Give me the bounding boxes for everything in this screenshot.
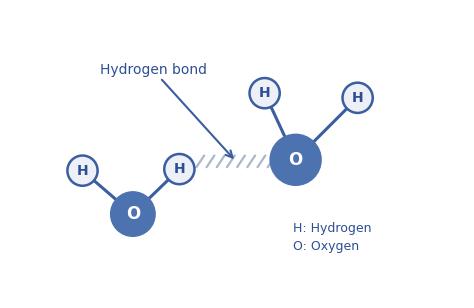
- Circle shape: [249, 78, 280, 108]
- Circle shape: [67, 156, 98, 186]
- Text: H: Hydrogen: H: Hydrogen: [293, 221, 372, 234]
- Circle shape: [164, 154, 194, 184]
- Text: H: H: [173, 162, 185, 176]
- Text: O: O: [126, 205, 140, 223]
- Text: Hydrogen bond: Hydrogen bond: [100, 63, 207, 77]
- Circle shape: [111, 192, 155, 236]
- Text: H: H: [259, 86, 271, 100]
- Text: H: H: [352, 91, 364, 105]
- Circle shape: [271, 135, 320, 185]
- Text: O: O: [289, 151, 303, 169]
- Text: O: Oxygen: O: Oxygen: [293, 240, 359, 253]
- Text: H: H: [77, 164, 88, 178]
- Circle shape: [343, 83, 373, 113]
